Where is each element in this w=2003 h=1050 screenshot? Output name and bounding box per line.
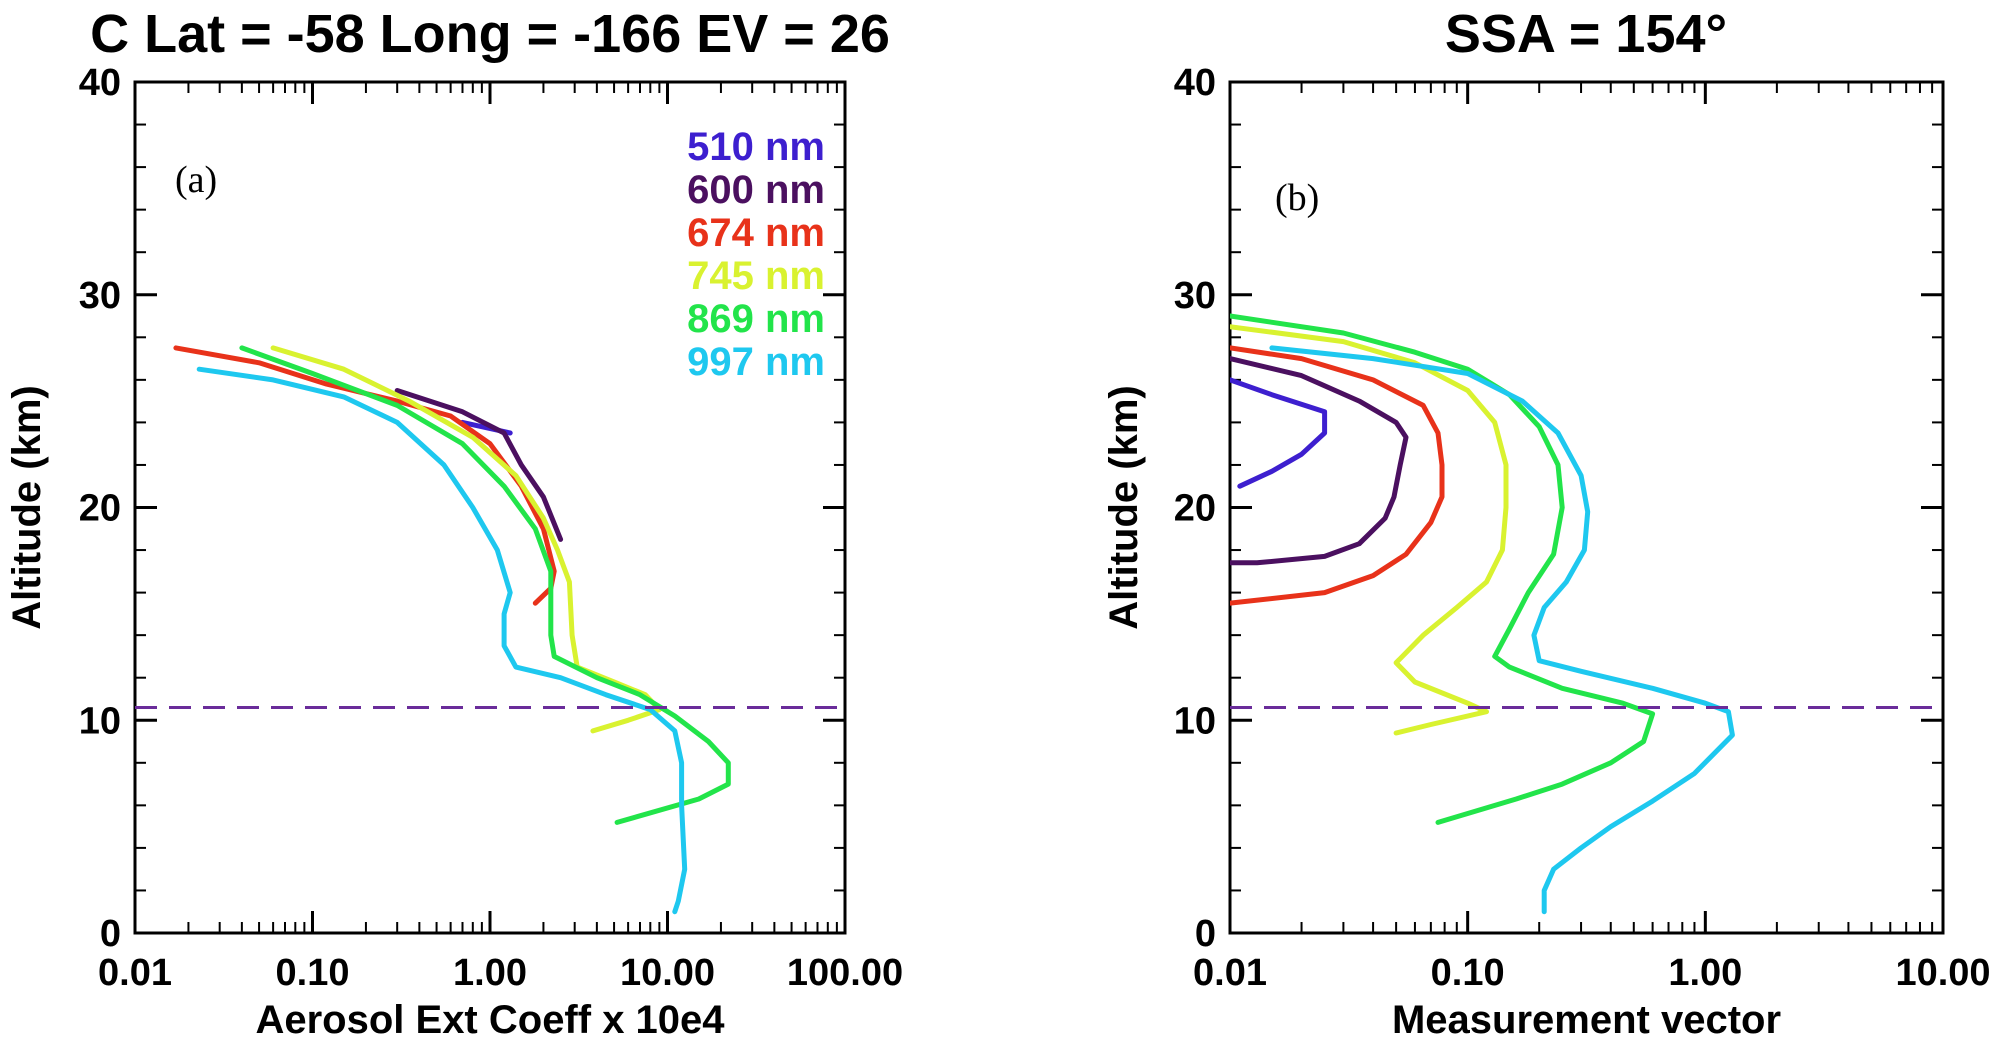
x-ticks — [1300, 82, 1934, 933]
x-tick-label: 1.00 — [1668, 952, 1742, 994]
series-line-869-nm — [239, 345, 731, 825]
x-tick-label: 0.01 — [98, 952, 172, 994]
series-line-674-nm — [1230, 345, 1445, 606]
series-line-600-nm — [394, 388, 564, 542]
y-tick-label: 10 — [1174, 700, 1216, 742]
legend-entry: 745 nm — [687, 254, 825, 298]
x-tick-label: 0.01 — [1193, 952, 1267, 994]
y-tick-label: 40 — [79, 62, 121, 104]
series-line-745-nm — [1230, 324, 1509, 736]
series-line-997-nm — [196, 366, 688, 915]
legend-entry: 674 nm — [687, 211, 825, 255]
y-axis-label: Altitude (km) — [5, 385, 49, 629]
series-line-510-nm — [1230, 377, 1328, 489]
panel-label: (a) — [175, 159, 217, 201]
x-axis-label: Aerosol Ext Coeff x 10e4 — [255, 998, 725, 1042]
panel-b: 0.01 0.10 1.00 10.00 0 10 20 30 40 Measurement ve… — [1102, 4, 1991, 1042]
x-tick-label: 0.10 — [276, 952, 350, 994]
series-line-997-nm — [1269, 345, 1735, 915]
chart-title: SSA = 154° — [1445, 4, 1727, 64]
y-tick-label: 10 — [79, 700, 121, 742]
y-tick-label: 0 — [1195, 913, 1216, 955]
legend-entry: 600 nm — [687, 168, 825, 212]
legend-entry: 869 nm — [687, 297, 825, 341]
x-tick-label: 10.00 — [620, 952, 715, 994]
chart-title: C Lat = -58 Long = -166 EV = 26 — [90, 4, 890, 64]
y-tick-label: 0 — [100, 913, 121, 955]
y-axis-label: Altitude (km) — [1102, 385, 1146, 629]
y-tick-label: 40 — [1174, 62, 1216, 104]
x-tick-label: 100.00 — [787, 952, 903, 994]
legend-entry: 997 nm — [687, 340, 825, 384]
x-tick-label: 1.00 — [453, 952, 527, 994]
y-tick-label: 30 — [1174, 275, 1216, 317]
y-tick-label: 30 — [79, 275, 121, 317]
series-line-869-nm — [1230, 313, 1656, 825]
panel-label: (b) — [1275, 177, 1319, 219]
panel-a: 0.01 0.10 1.00 10.00 100.00 0 10 20 30 40 Aerosol … — [5, 4, 903, 1042]
y-ticks — [135, 123, 845, 892]
y-tick-label: 20 — [1174, 488, 1216, 530]
y-tick-label: 20 — [79, 488, 121, 530]
x-tick-label: 0.10 — [1431, 952, 1505, 994]
x-ticks — [187, 82, 838, 933]
series-group — [173, 345, 731, 915]
series-line-600-nm — [1230, 356, 1409, 566]
series-group — [1230, 313, 1735, 915]
y-ticks — [1230, 123, 1943, 892]
legend-entry: 510 nm — [687, 125, 825, 169]
series-line-674-nm — [173, 345, 557, 606]
x-axis-label: Measurement vector — [1392, 998, 1781, 1042]
series-line-745-nm — [270, 345, 662, 734]
x-tick-label: 10.00 — [1895, 952, 1990, 994]
